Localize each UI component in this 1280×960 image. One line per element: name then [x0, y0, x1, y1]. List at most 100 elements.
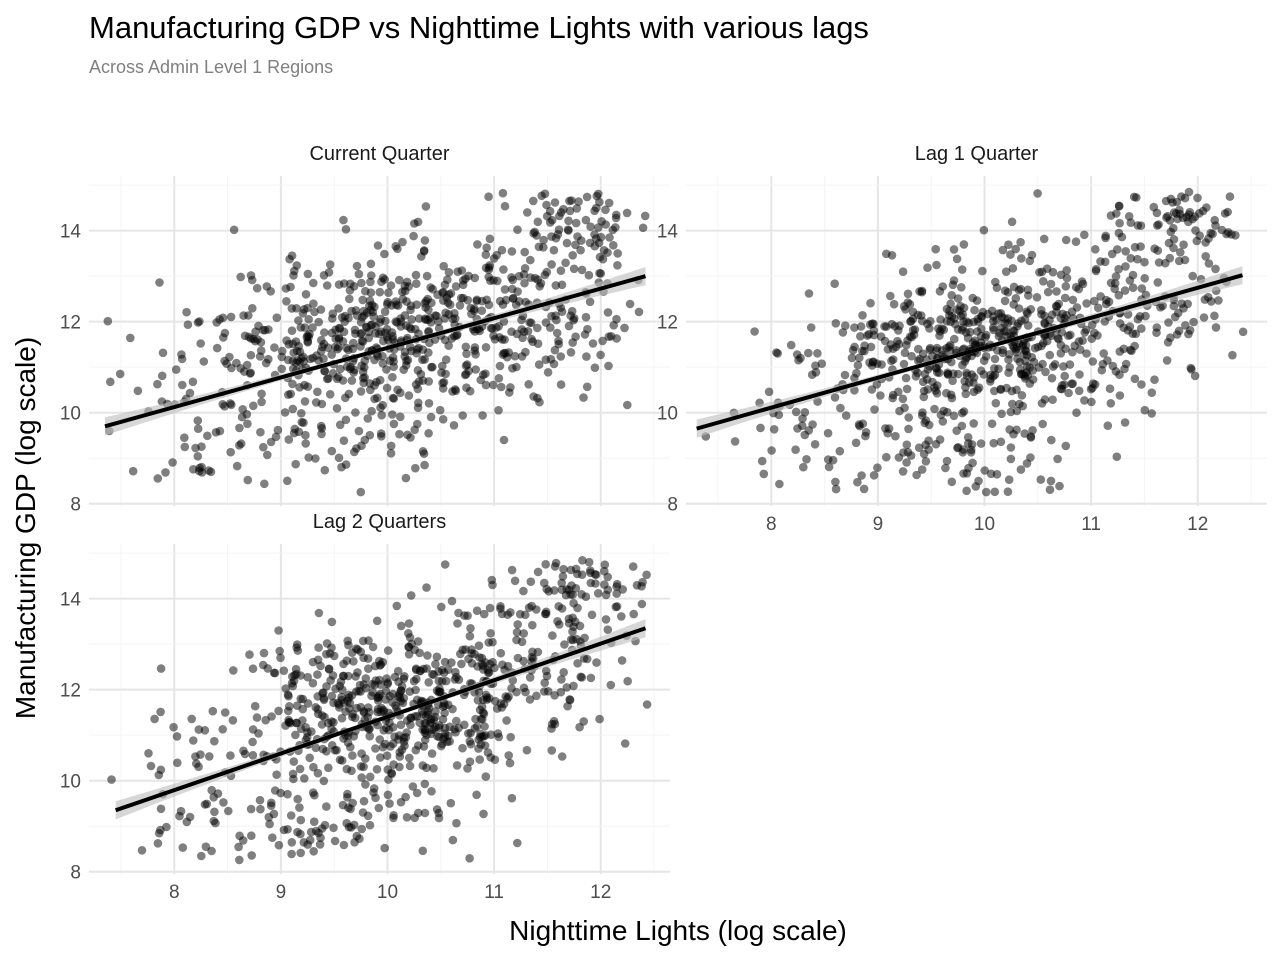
data-point — [225, 352, 234, 362]
data-point — [262, 282, 272, 291]
data-point — [437, 602, 446, 612]
data-point — [317, 429, 326, 439]
data-point — [945, 306, 954, 316]
data-point — [1030, 343, 1040, 353]
data-point — [1169, 243, 1178, 253]
data-point — [1147, 388, 1157, 398]
data-point — [284, 390, 293, 400]
data-point — [595, 252, 605, 262]
data-point — [344, 640, 353, 650]
data-point — [559, 668, 568, 677]
data-point — [1174, 308, 1183, 318]
data-point — [810, 440, 820, 449]
data-point — [925, 324, 934, 333]
data-point — [1036, 475, 1046, 484]
data-point — [309, 278, 318, 288]
data-point — [270, 343, 279, 352]
data-point — [1188, 214, 1197, 224]
data-point — [533, 323, 542, 333]
data-point — [257, 389, 266, 399]
data-point — [1091, 266, 1101, 276]
y-tick-label: 8 — [667, 495, 678, 516]
data-point — [465, 631, 475, 641]
data-point — [334, 304, 343, 313]
data-point — [258, 660, 268, 670]
data-point — [533, 217, 543, 227]
data-point — [1202, 203, 1211, 212]
data-point — [412, 674, 421, 684]
data-point — [991, 277, 1000, 287]
data-point — [552, 328, 562, 338]
data-point — [1210, 311, 1219, 321]
data-point — [351, 306, 361, 315]
data-point — [375, 287, 385, 297]
data-point — [295, 764, 305, 774]
data-point — [632, 581, 642, 590]
data-point — [902, 458, 911, 467]
data-point — [153, 379, 162, 389]
data-point — [371, 744, 380, 753]
data-point — [480, 722, 489, 731]
data-point — [823, 428, 833, 438]
data-point — [396, 686, 406, 695]
data-point — [623, 400, 632, 410]
data-point — [573, 232, 582, 241]
data-point — [396, 621, 406, 631]
data-point — [256, 804, 265, 814]
data-point — [401, 473, 411, 483]
data-point — [369, 784, 379, 793]
data-point — [559, 204, 568, 214]
data-point — [432, 805, 442, 814]
data-point — [513, 287, 522, 296]
data-point — [824, 462, 834, 472]
data-point — [1014, 304, 1024, 313]
data-point — [382, 365, 391, 374]
data-point — [284, 340, 294, 349]
data-point — [1038, 359, 1047, 369]
data-point — [1082, 349, 1091, 358]
data-point — [421, 296, 431, 306]
data-point — [841, 321, 850, 331]
data-point — [318, 711, 327, 720]
data-point — [305, 835, 315, 845]
data-point — [557, 752, 567, 761]
data-point — [1128, 270, 1138, 280]
data-point — [1087, 397, 1096, 407]
data-point — [424, 326, 434, 336]
data-point — [969, 419, 978, 428]
data-point — [424, 429, 433, 438]
data-point — [158, 348, 168, 358]
data-point — [377, 410, 387, 420]
data-point — [246, 271, 256, 280]
data-point — [410, 425, 420, 435]
data-point — [463, 295, 473, 305]
data-point — [357, 278, 366, 288]
data-point — [356, 487, 366, 497]
data-point — [326, 676, 335, 685]
data-point — [394, 677, 403, 687]
data-point — [958, 360, 967, 370]
data-point — [415, 648, 424, 658]
data-point — [542, 267, 552, 277]
data-point — [293, 646, 303, 655]
data-point — [418, 761, 428, 770]
data-point — [434, 676, 444, 686]
data-point — [410, 324, 420, 334]
data-point — [861, 431, 870, 441]
x-tick-label: 11 — [1081, 514, 1101, 535]
data-point — [835, 446, 845, 456]
data-point — [260, 479, 269, 489]
data-point — [997, 409, 1006, 419]
data-point — [277, 364, 287, 374]
data-point — [906, 451, 916, 460]
data-point — [990, 354, 1000, 364]
data-point — [1087, 320, 1097, 330]
data-point — [327, 328, 337, 338]
data-point — [556, 687, 566, 697]
data-point — [386, 281, 396, 290]
data-point — [452, 761, 462, 770]
data-point — [414, 398, 423, 408]
data-point — [1004, 240, 1013, 249]
data-point — [1153, 246, 1163, 255]
